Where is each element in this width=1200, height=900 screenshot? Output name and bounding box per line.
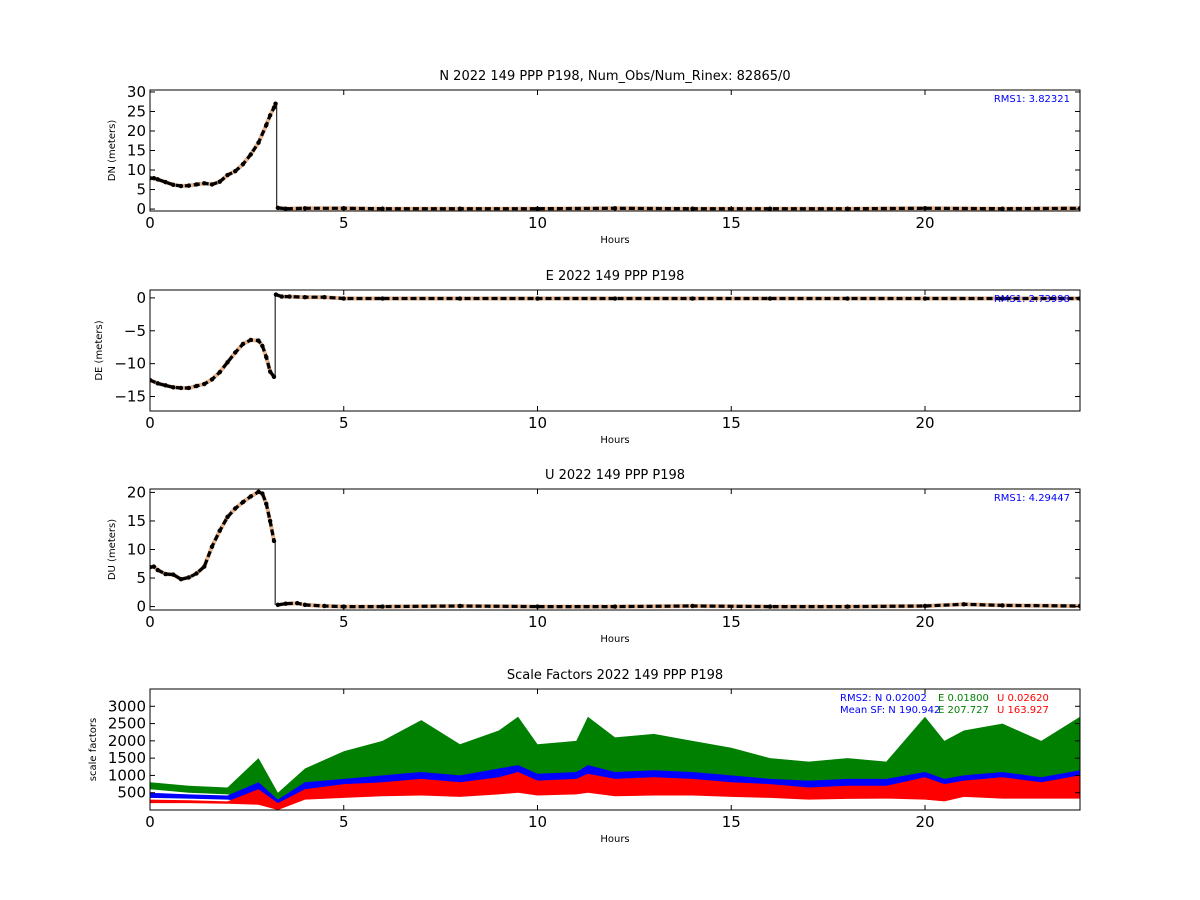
- legend-entry: U 163.927: [997, 705, 1049, 716]
- axes-frame: [149, 688, 1081, 811]
- band-E: [150, 716, 1080, 810]
- x-tick-label: 20: [915, 414, 934, 432]
- legend-entry: E 207.727: [938, 705, 989, 716]
- y-axis-label: DU (meters): [107, 519, 118, 580]
- x-axis-label: Hours: [600, 634, 629, 645]
- y-tick-label: 15: [127, 512, 146, 530]
- x-axis-label: Hours: [600, 235, 629, 246]
- x-tick-label: 0: [145, 813, 155, 831]
- data-point: [163, 383, 168, 388]
- data-point: [178, 576, 184, 582]
- series-1-line: [275, 293, 1080, 301]
- legend-entry: E 0.01800: [938, 693, 989, 704]
- rms-annotation: RMS1: 2.73998: [994, 294, 1070, 305]
- y-tick-label: 0: [136, 289, 146, 307]
- y-tick-label: 1500: [108, 749, 146, 767]
- y-tick-label: 15: [127, 142, 146, 160]
- x-tick-label: 5: [339, 613, 349, 631]
- x-tick-label: 10: [528, 813, 547, 831]
- y-tick-label: 20: [127, 122, 146, 140]
- y-axis-label: DN (meters): [107, 120, 118, 182]
- y-tick-label: 2000: [108, 732, 146, 750]
- x-axis-label: Hours: [600, 834, 629, 845]
- x-axis-label: Hours: [600, 435, 629, 446]
- x-tick-label: 5: [339, 414, 349, 432]
- y-tick-label: −15: [114, 388, 146, 406]
- chart-title: U 2022 149 PPP P198: [545, 468, 685, 483]
- y-tick-label: 5: [136, 569, 146, 587]
- band-U: [150, 772, 1080, 810]
- x-tick-label: 0: [145, 613, 155, 631]
- x-tick-label: 10: [528, 613, 547, 631]
- legend-entry: U 0.02620: [997, 693, 1049, 704]
- series-0-line: [150, 338, 276, 390]
- data-point: [283, 206, 288, 211]
- y-tick-label: 5: [136, 181, 146, 199]
- plot-area: [150, 292, 1080, 391]
- plot-area: [150, 101, 1080, 211]
- chart-title: E 2022 149 PPP P198: [546, 269, 685, 284]
- y-tick-label: 2500: [108, 715, 146, 733]
- y-tick-label: −10: [114, 355, 146, 373]
- y-tick-label: 30: [127, 83, 146, 101]
- plot-area: [150, 716, 1080, 810]
- y-tick-label: 0: [136, 598, 146, 616]
- series-0-halo: [150, 489, 276, 582]
- y-tick-label: 500: [117, 784, 146, 802]
- x-tick-label: 15: [722, 813, 741, 831]
- x-tick-label: 15: [722, 414, 741, 432]
- y-tick-label: 10: [127, 541, 146, 559]
- chart-title: N 2022 149 PPP P198, Num_Obs/Num_Rinex: …: [439, 69, 790, 84]
- x-tick-label: 0: [145, 214, 155, 232]
- panel-1: RMS1: 2.73998 0 5 10 15 20 0 −5 −10 −15 E 2022 149…: [94, 269, 1081, 446]
- y-tick-label: 10: [127, 161, 146, 179]
- plot-area: [150, 489, 1080, 609]
- rms-annotation: RMS1: 3.82321: [994, 94, 1070, 105]
- rms-annotation: RMS1: 4.29447: [994, 493, 1070, 504]
- series-0-halo: [150, 102, 278, 189]
- y-tick-label: 1000: [108, 766, 146, 784]
- series-1-line: [277, 601, 1080, 609]
- legend-entry: Mean SF: N 190.942: [840, 705, 940, 716]
- x-tick-label: 20: [915, 813, 934, 831]
- data-point: [283, 601, 288, 606]
- x-tick-label: 10: [528, 214, 547, 232]
- series-0-line: [150, 103, 278, 188]
- axes-frame: [149, 289, 1081, 412]
- x-tick-label: 15: [722, 214, 741, 232]
- series-1-line: [277, 206, 1080, 211]
- legend-entry: RMS2: N 0.02002: [840, 693, 927, 704]
- y-axis-label: DE (meters): [94, 320, 105, 380]
- x-tick-label: 5: [339, 214, 349, 232]
- y-tick-label: 25: [127, 102, 146, 120]
- y-tick-label: 3000: [108, 697, 146, 715]
- x-tick-label: 20: [915, 214, 934, 232]
- chart-title: Scale Factors 2022 149 PPP P198: [507, 668, 723, 683]
- panel-3: RMS2: N 0.02002 E 0.01800 U 0.02620 Mean SF…: [88, 668, 1081, 845]
- x-tick-label: 15: [722, 613, 741, 631]
- x-tick-label: 10: [528, 414, 547, 432]
- y-axis-label: scale factors: [88, 718, 99, 781]
- y-tick-label: 20: [127, 483, 146, 501]
- panel-2: RMS1: 4.29447 0 5 10 15 20 0 5 10 15 20 U 2022 149 …: [107, 468, 1081, 645]
- axes-frame: [149, 488, 1081, 611]
- axes-frame: [149, 89, 1081, 212]
- y-tick-label: 0: [136, 200, 146, 218]
- series-0-line: [150, 490, 276, 581]
- x-tick-label: 20: [915, 613, 934, 631]
- x-tick-label: 0: [145, 414, 155, 432]
- x-tick-label: 5: [339, 813, 349, 831]
- y-tick-label: −5: [124, 322, 146, 340]
